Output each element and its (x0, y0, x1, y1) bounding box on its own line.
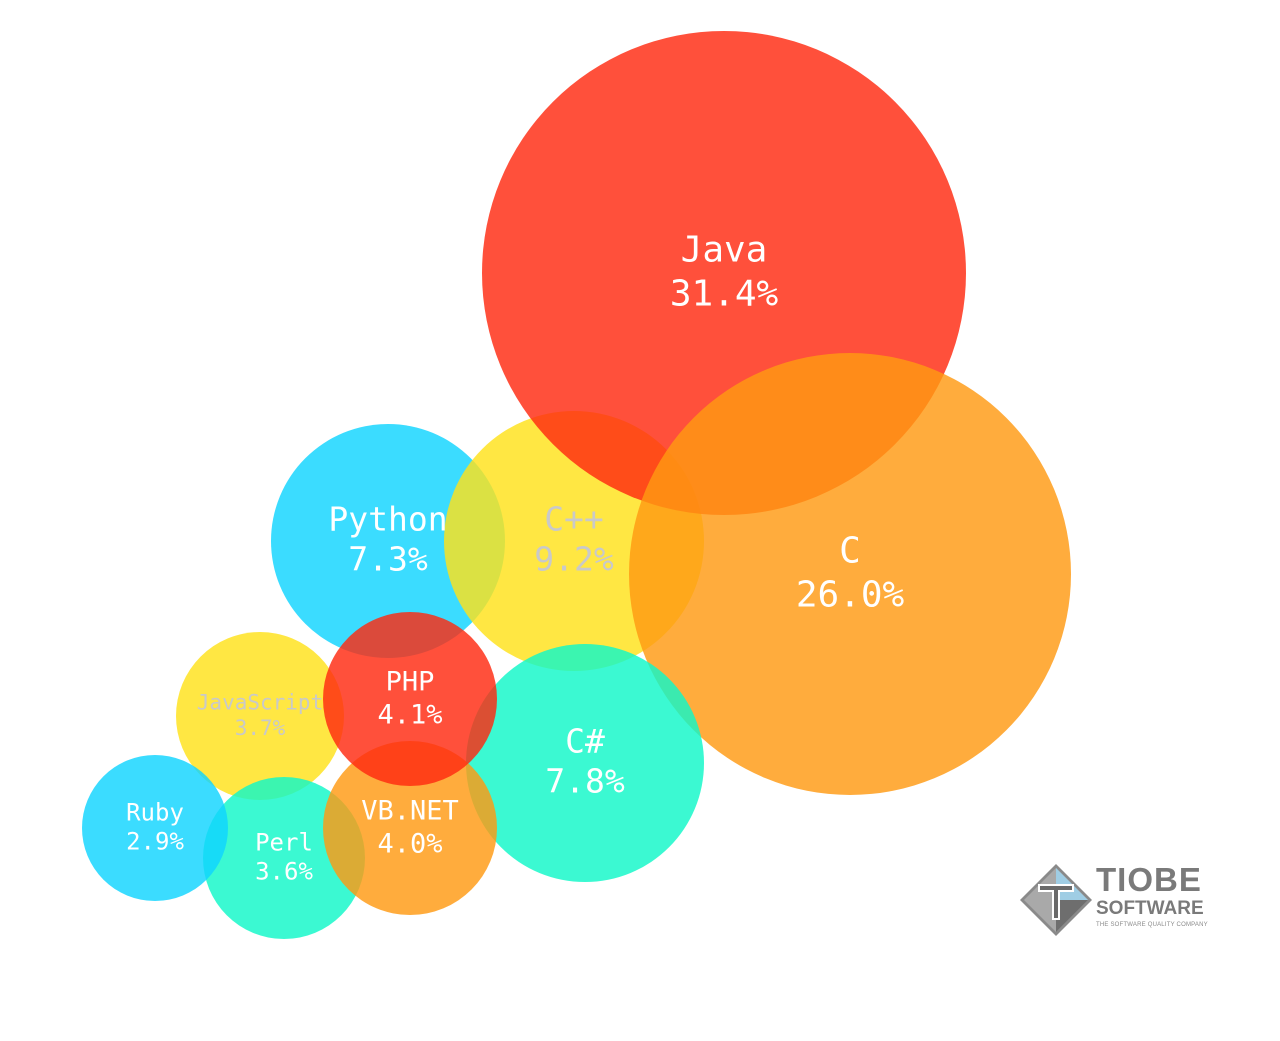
bubble-value-php: 4.1% (377, 699, 442, 730)
bubble-vb-net (323, 741, 497, 915)
bubble-label-vb-net: VB.NET (361, 795, 459, 826)
logo-tagline: THE SOFTWARE QUALITY COMPANY (1096, 922, 1208, 928)
tiobe-logo-mark-icon (1020, 864, 1092, 936)
bubble-value-c: 26.0% (796, 574, 905, 615)
bubble-value-java: 31.4% (670, 273, 779, 314)
bubble-c- (466, 644, 704, 882)
bubble-value-vb-net: 4.0% (377, 828, 442, 859)
bubble-label-perl: Perl (255, 828, 313, 856)
bubble-javascript (176, 632, 344, 800)
bubble-label-ruby: Ruby (126, 798, 184, 826)
bubble-value-javascript: 3.7% (235, 716, 286, 740)
bubble-c (629, 353, 1071, 795)
bubble-label-c: C (839, 530, 861, 571)
logo-title: TIOBE (1096, 861, 1202, 898)
bubble-ruby (82, 755, 228, 901)
bubble-label-javascript: JavaScript (197, 690, 323, 714)
bubble-label-c-: C# (565, 721, 605, 760)
bubble-python (271, 424, 505, 658)
logo-subtitle: SOFTWARE (1096, 898, 1204, 919)
bubble-value-ruby: 2.9% (126, 828, 184, 856)
bubble-value-c-: 7.8% (545, 762, 625, 801)
bubble-label-c-: C++ (544, 499, 604, 538)
tiobe-logo: TIOBE SOFTWARE THE SOFTWARE QUALITY COMP… (1016, 860, 1216, 940)
bubble-php (323, 612, 497, 786)
bubble-value-perl: 3.6% (255, 858, 313, 886)
bubble-value-python: 7.3% (348, 540, 428, 579)
bubble-value-c-: 9.2% (534, 540, 614, 579)
bubble-label-python: Python (328, 499, 447, 538)
bubble-label-php: PHP (386, 666, 435, 697)
bubble-label-java: Java (681, 229, 768, 270)
